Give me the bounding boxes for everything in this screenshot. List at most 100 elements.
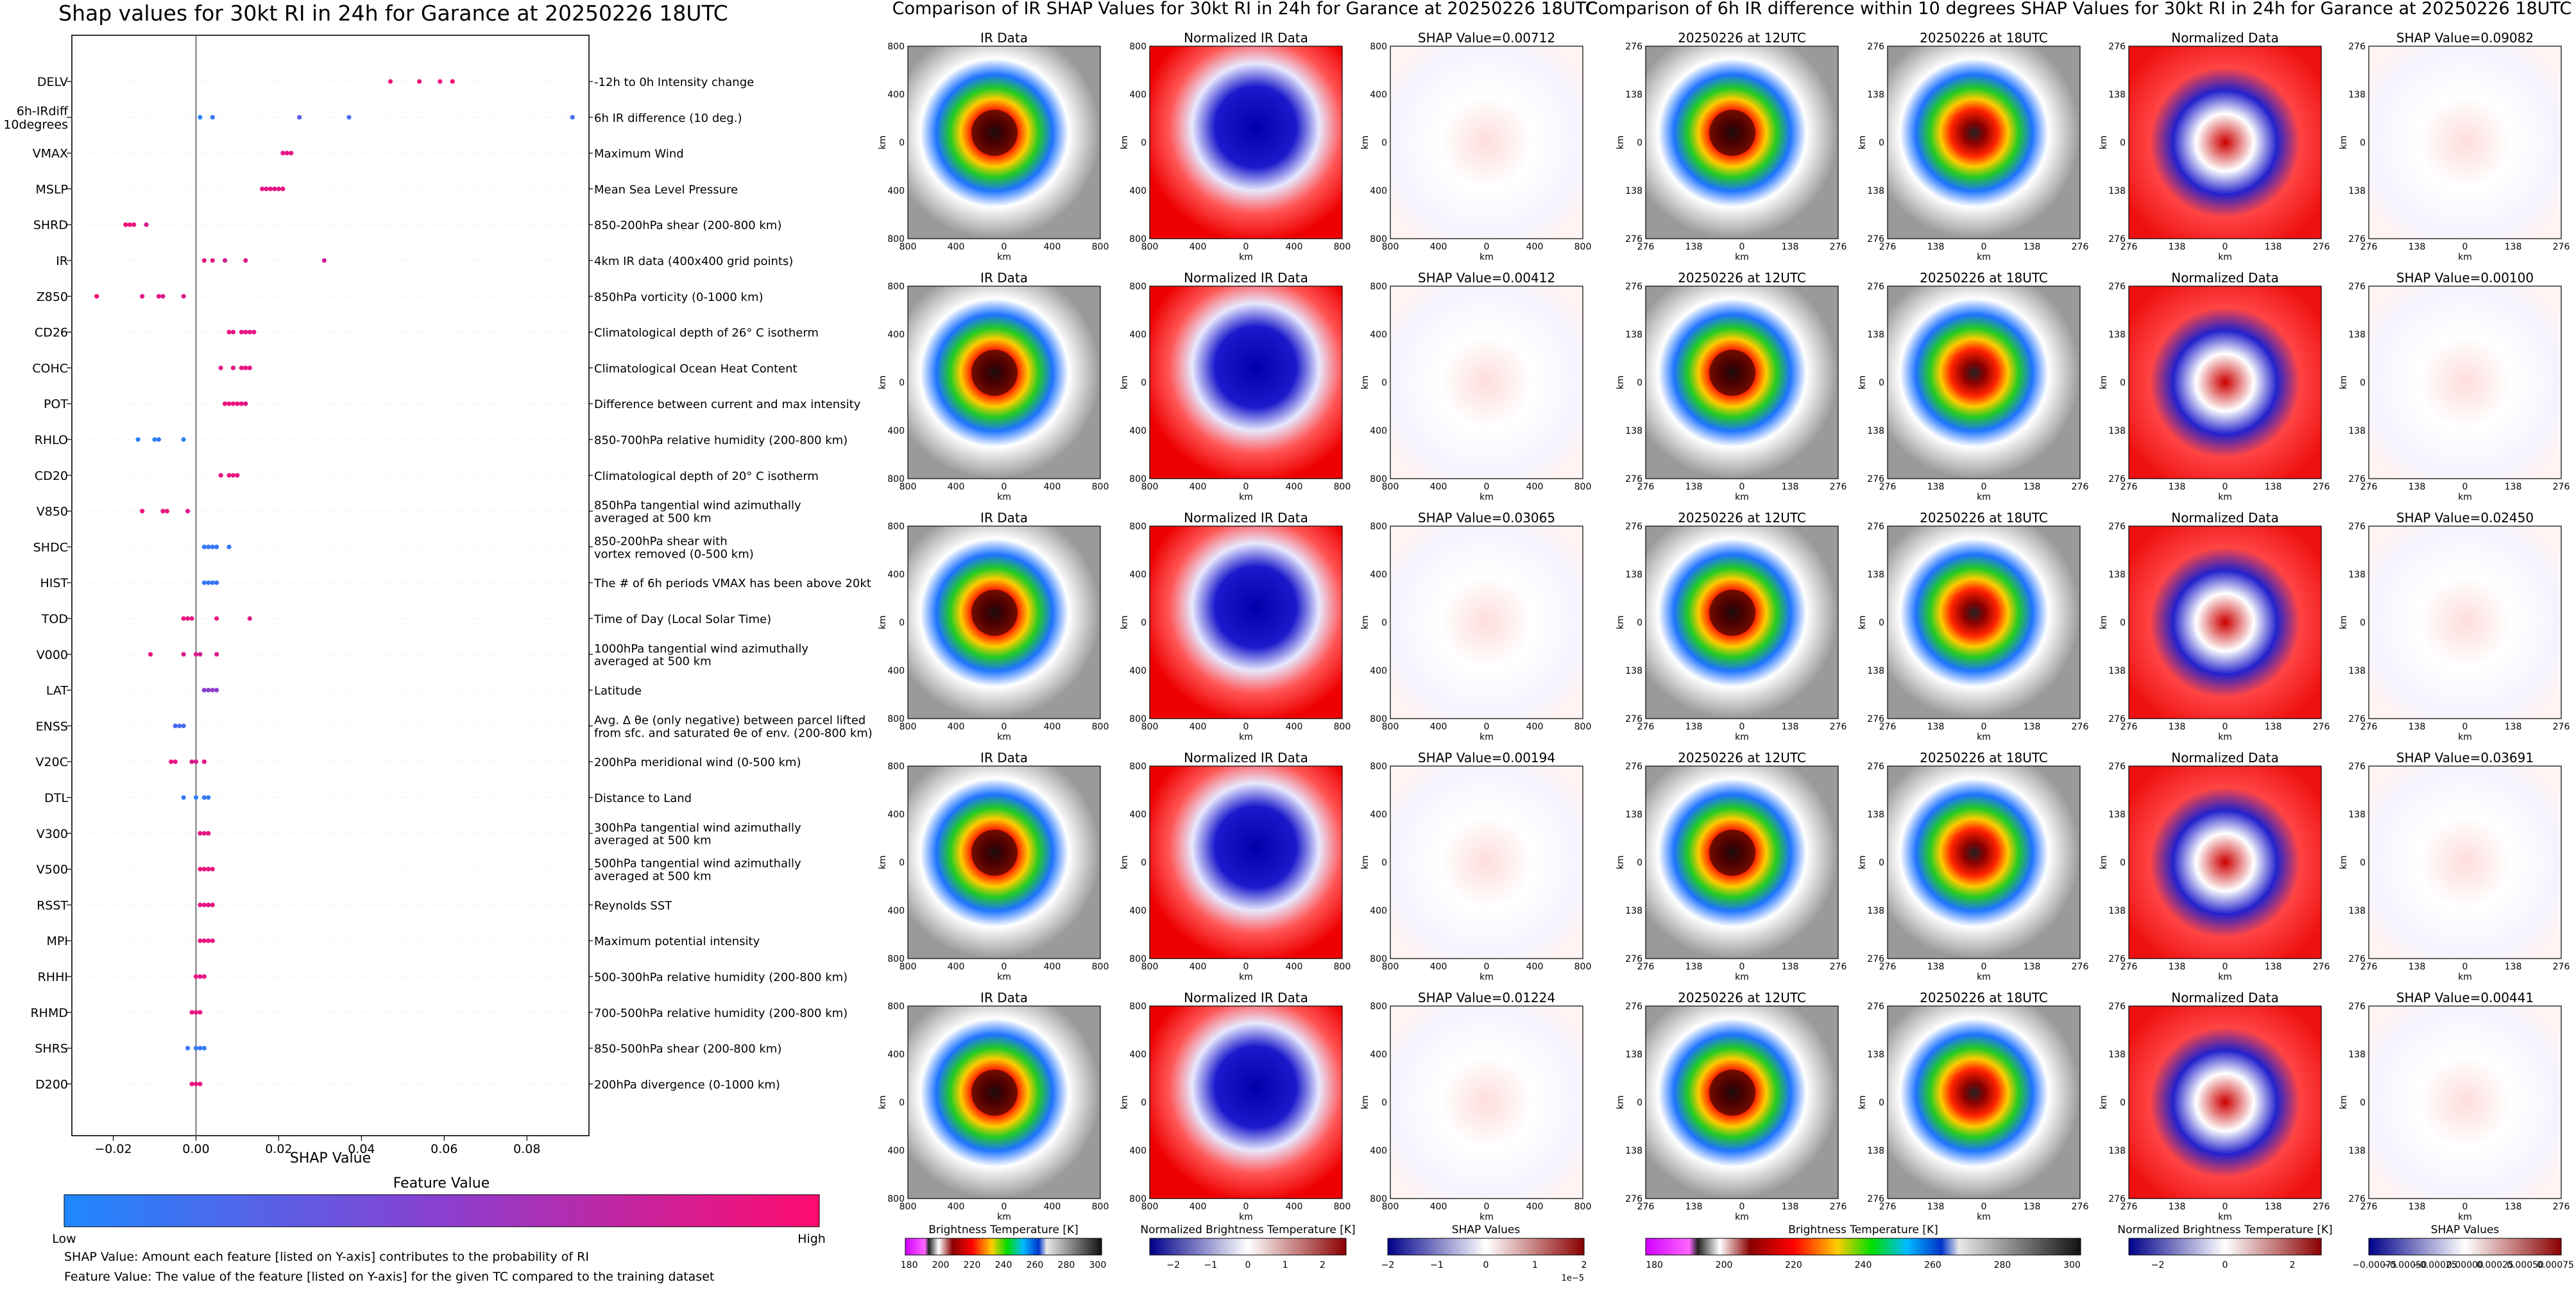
colorbar [1387, 1238, 1585, 1256]
y-axis-label: km [1616, 135, 1626, 149]
y-tick-label: 800 [887, 762, 905, 772]
y-axis-label: km [2339, 375, 2349, 389]
x-tick-label: 400 [1044, 722, 1061, 732]
y-tick-label: 0 [1141, 378, 1147, 388]
shap-point [206, 938, 211, 943]
y-tick-label: 400 [887, 90, 905, 100]
shap-point [94, 294, 99, 299]
x-tick-label: 138 [1782, 962, 1799, 972]
colorbar-low-label: Low [52, 1232, 76, 1246]
feature-label: SHRD [33, 218, 68, 232]
x-tick-label: 138 [1927, 962, 1945, 972]
y-tick-label: 0 [2120, 618, 2126, 628]
shap-point [144, 222, 149, 227]
shap-point [214, 616, 219, 621]
x-tick-label: 800 [1141, 242, 1159, 252]
x-axis-label: km [2218, 252, 2232, 262]
colorbar-tick-label: 0.00075 [2537, 1260, 2574, 1270]
panel-title: Normalized Data [2171, 510, 2279, 525]
shap-point [177, 723, 182, 728]
colorbar [1149, 1238, 1347, 1256]
x-tick-label: 138 [2505, 962, 2522, 972]
feature-value-note: Feature Value: The value of the feature … [64, 1270, 714, 1284]
x-tick-label: 800 [1334, 1202, 1351, 1212]
feature-description: 700-500hPa relative humidity (200-800 km… [594, 1007, 848, 1020]
feature-label: LAT [46, 684, 69, 698]
shap-point [198, 115, 203, 120]
x-tick-label: 400 [1526, 242, 1544, 252]
colorbar-tick-label: 0.00000 [2446, 1260, 2484, 1270]
x-tick-label: 400 [1430, 1202, 1447, 1212]
x-tick-label: 276 [2360, 242, 2378, 252]
shap-point [201, 974, 207, 979]
y-tick-label: 800 [1129, 522, 1147, 532]
y-tick-label: 800 [1370, 1194, 1387, 1204]
shap-point [193, 652, 199, 657]
feature-labels: DELV 6h-IRdiff 10degrees VMAX MSLP SHRD IR Z850… [3, 75, 72, 1091]
x-tick-label: 276 [2553, 242, 2570, 252]
y-axis-label: km [1360, 1095, 1370, 1109]
storm-core [1709, 830, 1755, 876]
x-axis-label: km [997, 252, 1011, 262]
y-axis-label: km [878, 855, 888, 869]
y-tick-label: 138 [2348, 186, 2366, 196]
colorbar-title: Feature Value [393, 1175, 490, 1191]
y-axis-label: km [878, 375, 888, 389]
x-axis-label: km [997, 732, 1011, 742]
x-tick-label: 0 [1484, 1202, 1490, 1212]
colorbar-tick-label: 180 [1646, 1260, 1663, 1270]
x-tick-label: 800 [900, 722, 917, 732]
y-tick-label: 400 [1370, 426, 1387, 436]
x-tick-label: 276 [2553, 482, 2570, 492]
irdiff-shap-grid: 20250226 at 12UTC27627613813800138138276… [1616, 30, 2570, 1222]
shap-point [214, 544, 219, 550]
y-tick-label: 276 [2108, 1194, 2126, 1204]
feature-description: 850-700hPa relative humidity (200-800 km… [594, 434, 848, 447]
x-tick-label: 800 [1334, 482, 1351, 492]
x-axis-label: km [1977, 972, 1991, 982]
feature-label: SHRS [35, 1042, 68, 1056]
feature-description: Time of Day (Local Solar Time) [593, 613, 771, 626]
shap-heatmap [2368, 1005, 2562, 1199]
shap-point [173, 723, 178, 728]
x-tick-label: 138 [2265, 482, 2282, 492]
panel-title: 20250226 at 12UTC [1678, 750, 1806, 765]
y-axis-label: km [2339, 615, 2349, 629]
shap-point [193, 1081, 199, 1086]
shap-point [156, 437, 162, 442]
y-tick-label: 800 [1129, 234, 1147, 244]
feature-label: V850 [37, 505, 68, 519]
feature-description: 300hPa tangential wind azimuthally averag… [594, 821, 801, 848]
x-tick-label: 138 [2409, 722, 2426, 732]
y-axis-label: km [1857, 135, 1868, 149]
y-tick-label: 138 [1867, 330, 1884, 340]
y-tick-label: 138 [1867, 810, 1884, 820]
irdiff-colorbars: Brightness Temperature [K] 180 200 220 240 26… [1645, 1224, 2574, 1270]
y-axis-label: km [1120, 1095, 1130, 1109]
feature-description: Climatological depth of 26° C isotherm [594, 327, 819, 340]
x-tick-label: 276 [2313, 482, 2330, 492]
x-tick-label: 400 [1526, 722, 1544, 732]
y-tick-label: 800 [1370, 762, 1387, 772]
ir-shap-grid: IR Data80080040040000400400800800kmkmNor… [878, 30, 1591, 1222]
shap-point [201, 831, 207, 836]
storm-core [971, 110, 1018, 156]
y-tick-label: 276 [2348, 1194, 2366, 1204]
colorbar-tick-label: 180 [901, 1260, 918, 1270]
shap-point [206, 688, 211, 693]
x-axis-label: km [1977, 1212, 1991, 1222]
y-tick-label: 138 [1867, 570, 1884, 580]
y-axis-label: km [2099, 1095, 2109, 1109]
shap-panel-title: SHAP Value=0.00194 [1418, 750, 1555, 765]
panel-title: 20250226 at 18UTC [1920, 30, 2048, 46]
feature-description: Difference between current and max inten… [594, 398, 861, 411]
shap-point [214, 688, 219, 693]
colorbar-tick-label: 1 [1283, 1260, 1288, 1270]
y-tick-label: 800 [887, 954, 905, 964]
shap-panel-title: SHAP Value=0.00100 [2396, 270, 2534, 286]
summary-grid [72, 81, 589, 1084]
storm-core [1709, 350, 1755, 396]
x-tick-label: 138 [2265, 722, 2282, 732]
satellite-image [1887, 286, 2081, 479]
feature-label: V000 [37, 648, 68, 662]
